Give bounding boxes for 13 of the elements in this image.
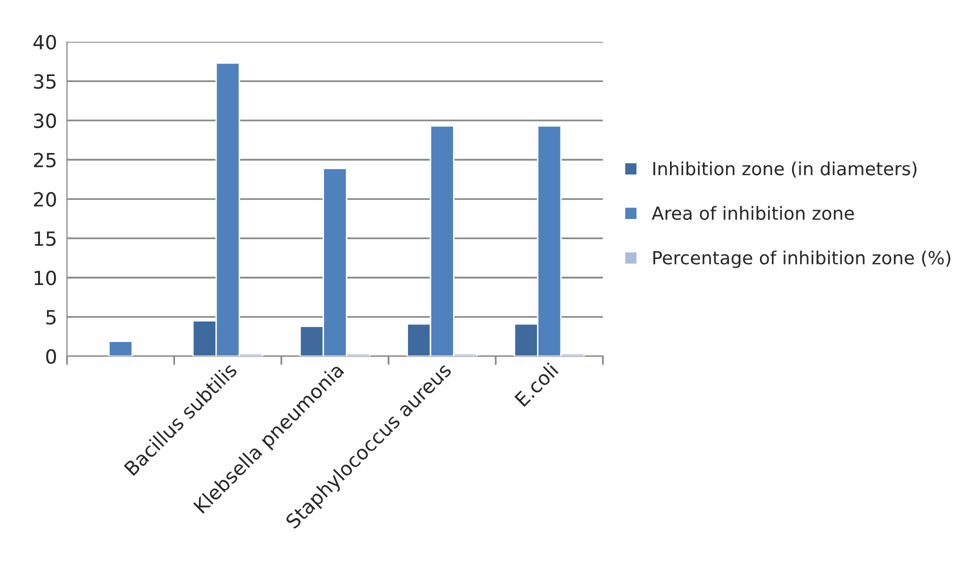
y-tick-label: 0 [46, 349, 56, 364]
y-tick-label: 15 [34, 232, 56, 246]
legend-label: Inhibition zone (in diameters) [653, 161, 916, 178]
y-tick-label: 25 [34, 152, 56, 168]
bar [108, 340, 133, 356]
legend-label: Percentage of inhibition zone (%) [653, 250, 950, 268]
y-tick-label: 20 [34, 192, 56, 207]
y-tick-label: 5 [46, 310, 56, 325]
y-tick-label: 40 [33, 34, 56, 50]
legend-label: Area of inhibition zone [652, 206, 854, 220]
y-tick-label: 30 [34, 113, 56, 128]
y-tick-label: 10 [34, 270, 56, 286]
y-tick-label: 35 [34, 74, 56, 89]
